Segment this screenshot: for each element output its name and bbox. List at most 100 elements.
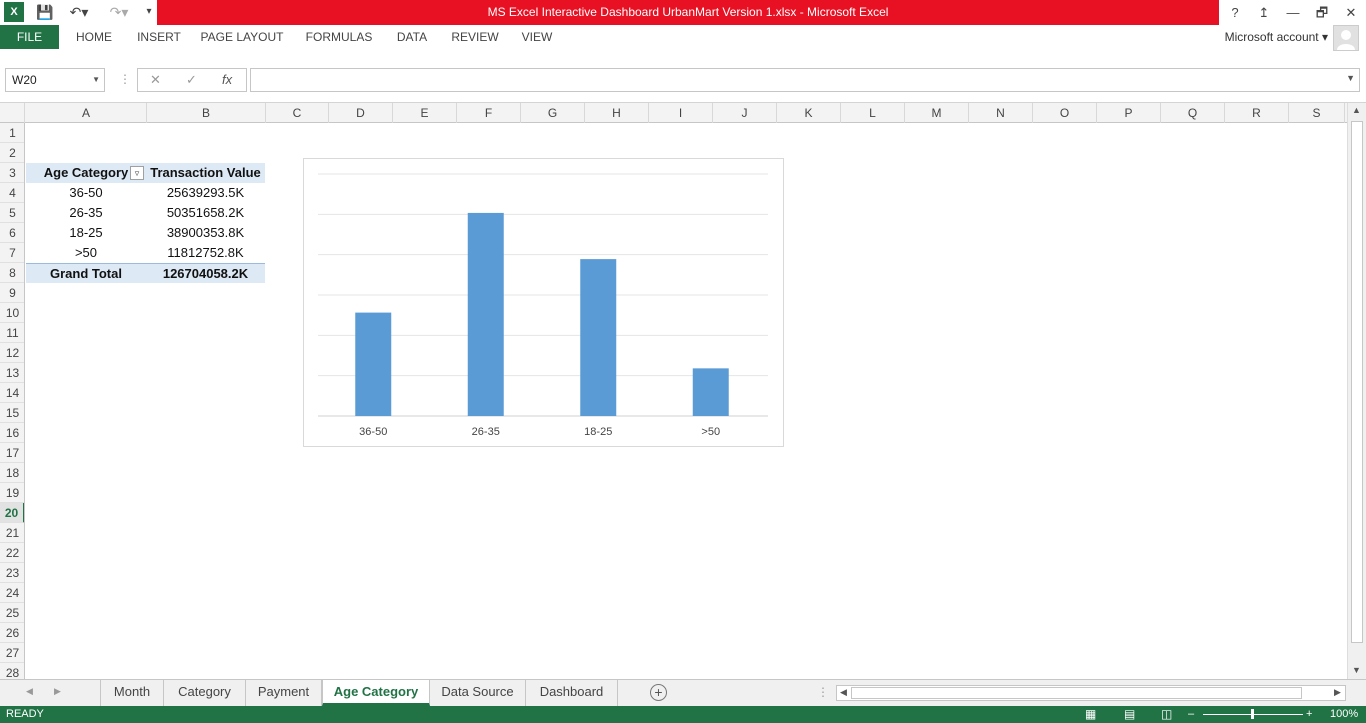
minimize-button[interactable]: —	[1286, 5, 1300, 20]
row-header-4[interactable]: 4	[0, 183, 24, 203]
column-header-g[interactable]: G	[521, 103, 585, 123]
column-header-p[interactable]: P	[1097, 103, 1161, 123]
pivot-row-value[interactable]: 38900353.8K	[166, 225, 245, 240]
scroll-left-icon[interactable]: ◀	[840, 687, 847, 697]
row-header-18[interactable]: 18	[0, 463, 24, 483]
chart-bar[interactable]	[467, 212, 504, 416]
horizontal-scrollbar[interactable]: ◀ ▶	[836, 685, 1346, 701]
pivot-row-label[interactable]: 36-50	[69, 185, 103, 200]
tab-review[interactable]: REVIEW	[451, 30, 499, 44]
pivot-grand-total-label[interactable]: Grand Total	[26, 263, 146, 283]
column-header-c[interactable]: C	[266, 103, 329, 123]
formula-input[interactable]: ▼	[250, 68, 1360, 92]
tab-file[interactable]: FILE	[0, 25, 59, 49]
chart-bar[interactable]	[692, 368, 729, 416]
select-all-corner[interactable]	[0, 103, 25, 123]
row-header-28[interactable]: 28	[0, 663, 24, 679]
help-button[interactable]: ?	[1231, 5, 1239, 20]
pivot-header-transaction-value[interactable]: Transaction Value	[146, 163, 265, 183]
row-header-7[interactable]: 7	[0, 243, 24, 263]
row-header-17[interactable]: 17	[0, 443, 24, 463]
pivot-row-value[interactable]: 25639293.5K	[166, 185, 245, 200]
hscroll-thumb[interactable]	[851, 687, 1302, 699]
pivot-row-label[interactable]: 26-35	[69, 205, 103, 220]
cancel-icon[interactable]: ✕	[150, 72, 161, 87]
row-header-26[interactable]: 26	[0, 623, 24, 643]
zoom-level[interactable]: 100%	[1330, 708, 1359, 720]
tab-insert[interactable]: INSERT	[137, 30, 181, 44]
row-header-9[interactable]: 9	[0, 283, 24, 303]
tab-view[interactable]: VIEW	[521, 30, 553, 44]
column-header-q[interactable]: Q	[1161, 103, 1225, 123]
name-box[interactable]: W20 ▼	[5, 68, 105, 92]
add-sheet-button[interactable]: +	[650, 684, 667, 701]
tab-home[interactable]: HOME	[76, 30, 112, 44]
scroll-sheets-right-icon[interactable]: ▶	[54, 686, 61, 696]
pivot-header-age-category[interactable]: Age Category	[26, 163, 146, 183]
chart-bar[interactable]	[355, 312, 392, 416]
insert-function-icon[interactable]: fx	[222, 72, 233, 87]
row-header-1[interactable]: 1	[0, 123, 24, 143]
pivot-row-value[interactable]: 11812752.8K	[167, 245, 244, 260]
row-header-6[interactable]: 6	[0, 223, 24, 243]
column-header-d[interactable]: D	[329, 103, 393, 123]
column-header-m[interactable]: M	[905, 103, 969, 123]
row-header-11[interactable]: 11	[0, 323, 24, 343]
column-header-f[interactable]: F	[457, 103, 521, 123]
ribbon-display-options-icon[interactable]: ↥	[1258, 5, 1270, 20]
scroll-right-icon[interactable]: ▶	[1334, 687, 1341, 697]
column-header-j[interactable]: J	[713, 103, 777, 123]
filter-dropdown-icon[interactable]: ▿	[130, 166, 144, 180]
pivot-row-label[interactable]: 18-25	[69, 225, 103, 240]
row-header-27[interactable]: 27	[0, 643, 24, 663]
sheet-tab-month[interactable]: Month	[100, 680, 164, 706]
row-header-5[interactable]: 5	[0, 203, 24, 223]
tab-formulas[interactable]: FORMULAS	[305, 30, 373, 44]
redo-icon[interactable]: ↷▾	[109, 4, 129, 20]
expand-formula-icon[interactable]: ▼	[1346, 73, 1355, 83]
page-layout-view-icon[interactable]: ▤	[1124, 707, 1136, 721]
column-header-n[interactable]: N	[969, 103, 1033, 123]
worksheet-grid[interactable]: Age Category ▿ Transaction Value 36-50 2…	[26, 123, 1346, 679]
zoom-slider-thumb[interactable]	[1251, 709, 1254, 719]
tab-page-layout[interactable]: PAGE LAYOUT	[200, 30, 284, 44]
page-break-view-icon[interactable]: ◫	[1161, 707, 1173, 721]
row-header-12[interactable]: 12	[0, 343, 24, 363]
account-button[interactable]: Microsoft account ▾	[1224, 30, 1328, 44]
column-header-l[interactable]: L	[841, 103, 905, 123]
sheet-tab-data-source[interactable]: Data Source	[430, 680, 526, 706]
sheet-tab-payment[interactable]: Payment	[246, 680, 322, 706]
row-header-8[interactable]: 8	[0, 263, 24, 283]
chart-bar[interactable]	[580, 259, 617, 416]
sheet-tab-age-category[interactable]: Age Category	[322, 680, 430, 706]
row-header-23[interactable]: 23	[0, 563, 24, 583]
row-header-15[interactable]: 15	[0, 403, 24, 423]
column-header-k[interactable]: K	[777, 103, 841, 123]
row-header-22[interactable]: 22	[0, 543, 24, 563]
scroll-sheets-left-icon[interactable]: ◀	[26, 686, 33, 696]
column-header-h[interactable]: H	[585, 103, 649, 123]
row-header-13[interactable]: 13	[0, 363, 24, 383]
avatar[interactable]	[1333, 25, 1359, 51]
scroll-down-icon[interactable]: ▼	[1352, 665, 1361, 675]
tab-data[interactable]: DATA	[396, 30, 428, 44]
normal-view-icon[interactable]: ▦	[1085, 707, 1097, 721]
enter-icon[interactable]: ✓	[186, 72, 197, 87]
row-header-25[interactable]: 25	[0, 603, 24, 623]
vertical-scrollbar[interactable]: ▲ ▼	[1347, 103, 1366, 679]
customize-qat-icon[interactable]: ▾	[146, 6, 152, 17]
sheet-tab-category[interactable]: Category	[164, 680, 246, 706]
bar-chart[interactable]: 36-50 26-35 18-25 >50	[303, 158, 784, 447]
split-handle-icon[interactable]: ⋮	[817, 685, 829, 699]
row-header-2[interactable]: 2	[0, 143, 24, 163]
chevron-down-icon[interactable]: ▼	[92, 75, 100, 84]
column-header-i[interactable]: I	[649, 103, 713, 123]
column-header-a[interactable]: A	[26, 103, 147, 123]
scroll-thumb[interactable]	[1351, 121, 1363, 643]
pivot-row-label[interactable]: >50	[74, 245, 98, 260]
column-header-s[interactable]: S	[1289, 103, 1345, 123]
column-header-e[interactable]: E	[393, 103, 457, 123]
scroll-up-icon[interactable]: ▲	[1352, 105, 1361, 115]
column-header-r[interactable]: R	[1225, 103, 1289, 123]
zoom-in-icon[interactable]: +	[1306, 708, 1313, 720]
